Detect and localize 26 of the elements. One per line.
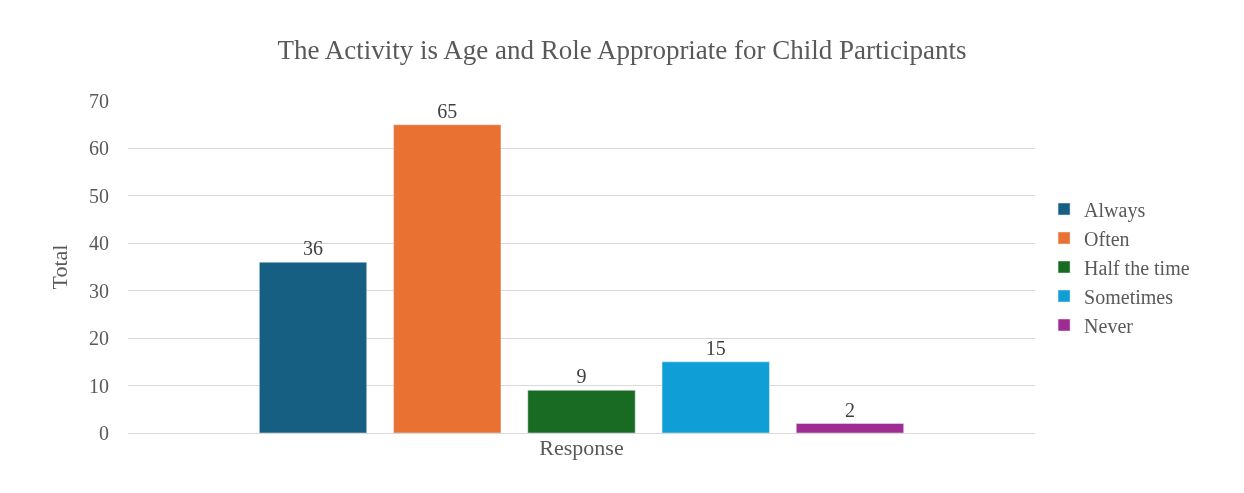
y-tick-label: 10: [89, 374, 109, 397]
y-axis-title: Total: [46, 244, 72, 290]
y-tick-label: 20: [89, 327, 109, 350]
data-label: 65: [437, 99, 458, 122]
bar: [796, 423, 904, 433]
bar: [259, 262, 367, 433]
y-tick-label: 50: [89, 184, 109, 207]
data-label: 9: [576, 365, 587, 388]
y-tick-label: 0: [99, 422, 109, 444]
data-label: 2: [844, 398, 855, 421]
legend-label: Half the time: [1084, 256, 1190, 279]
y-tick-label: 40: [89, 232, 109, 255]
legend-label: Never: [1084, 314, 1134, 337]
legend-label: Always: [1084, 198, 1146, 222]
legend-label: Sometimes: [1084, 285, 1174, 308]
y-tick-label: 70: [89, 90, 109, 112]
y-tick-label: 30: [89, 279, 109, 302]
bar: [661, 361, 770, 433]
y-tick-label: 60: [89, 137, 109, 160]
chart-title: The Activity is Age and Role Appropriate for Child Participants: [277, 34, 967, 65]
bar: [527, 390, 636, 433]
x-axis-title: Response: [539, 434, 624, 460]
data-label: 15: [705, 336, 726, 359]
legend-label: Often: [1084, 227, 1130, 250]
data-label: 36: [303, 237, 324, 260]
bar: [393, 124, 502, 433]
